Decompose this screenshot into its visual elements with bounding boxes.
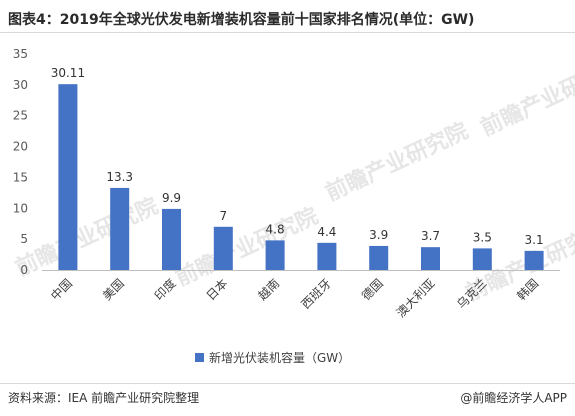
svg-text:前瞻产业研究院: 前瞻产业研究院 [322,118,473,207]
x-tick-label: 日本 [204,276,231,303]
svg-text:前瞻产业研究院: 前瞻产业研究院 [12,193,163,282]
x-tick-label: 西班牙 [299,276,334,311]
watermark-logo: 前瞻产业研究院 [322,118,473,207]
x-tick-label: 澳大利亚 [394,276,438,320]
bar [317,242,337,270]
bars-layer [58,84,544,270]
source-divider [0,383,575,384]
y-tick-label: 20 [13,140,28,154]
y-tick-label: 10 [13,201,28,215]
y-tick-label: 25 [13,109,28,123]
data-label: 3.7 [421,229,440,243]
data-label: 4.4 [317,225,336,239]
bar [472,248,492,270]
bar [421,247,440,270]
legend: 新增光伏装机容量（GW） [195,350,350,365]
x-tick-label: 中国 [47,276,75,304]
watermark-logo: 前瞻产业研究院 [172,203,323,292]
bar [524,250,544,270]
data-label: 30.11 [51,66,85,80]
y-tick-label: 5 [20,232,28,246]
y-tick-label: 35 [13,47,28,61]
y-tick-label: 15 [13,170,28,184]
bar-chart: 前瞻产业研究院 前瞻产业研究院 前瞻产业研究院 前瞻产业研究院 前瞻产业研究院 … [12,47,575,365]
data-label: 9.9 [162,191,181,205]
svg-text:前瞻产业研究院: 前瞻产业研究院 [477,53,575,142]
data-label: 4.8 [266,222,285,236]
data-label: 3.5 [473,230,492,244]
watermark-logo: 前瞻产业研究院 [477,53,575,142]
title-divider [0,32,575,33]
bar [213,226,233,270]
svg-text:前瞻产业研究院: 前瞻产业研究院 [172,203,323,292]
data-label: 3.1 [525,233,544,247]
bar [110,187,130,270]
data-label: 7 [219,209,227,223]
legend-label: 新增光伏装机容量（GW） [209,350,350,365]
bar [265,240,285,270]
source-note: 资料来源：IEA 前瞻产业研究院整理 [8,391,200,405]
x-tick-label: 印度 [151,276,179,304]
axes-layer: 0 5 10 15 20 25 30 35 [13,47,560,277]
x-tick-label: 越南 [255,276,283,304]
x-tick-label: 美国 [100,276,127,303]
bar [58,84,78,270]
watermark-logo: 前瞻产业研究院 [12,193,163,282]
y-tick-label: 30 [13,78,28,92]
legend-swatch [195,353,204,362]
chart-title: 图表4：2019年全球光伏发电新增装机容量前十国家排名情况(单位：GW) [8,12,475,28]
brand-credit: @前瞻经济学人APP [460,391,567,405]
x-tick-label: 德国 [358,276,386,304]
bar [162,208,181,270]
bar [369,245,389,270]
data-label: 3.9 [369,228,388,242]
y-tick-label: 0 [20,263,28,277]
data-label: 13.3 [106,170,133,184]
